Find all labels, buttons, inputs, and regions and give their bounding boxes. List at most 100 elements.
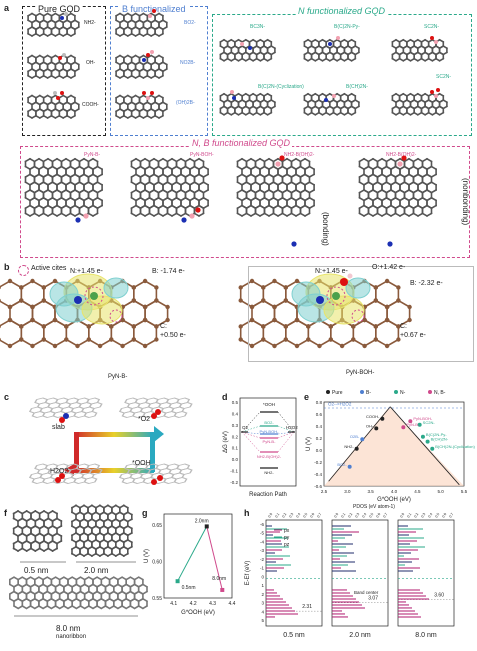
carbon-atom: [148, 160, 151, 163]
carbon-atom: [310, 111, 313, 114]
carbon-atom: [92, 598, 94, 600]
carbon-atom: [325, 111, 328, 114]
data-point: [220, 587, 225, 592]
carbon-atom: [180, 173, 182, 176]
carbon-atom: [420, 107, 423, 110]
carbon-atom: [347, 95, 349, 97]
carbon-atom: [406, 99, 408, 101]
carbon-atom: [339, 95, 342, 97]
carbon-atom: [46, 576, 49, 578]
carbon-atom: [21, 547, 24, 550]
carbon-atom: [408, 199, 410, 202]
carbon-atom: [63, 605, 65, 607]
carbon-atom: [406, 111, 408, 114]
carbon-atom: [90, 532, 93, 534]
trend-line: [177, 526, 208, 582]
carbon-atom: [83, 583, 86, 586]
carbon-atom: [71, 520, 73, 523]
carbon-atom: [446, 101, 448, 104]
carbon-atom: [46, 600, 49, 602]
carbon-atom: [162, 14, 164, 17]
carbon-atom: [328, 324, 333, 329]
b-left-n-charge: N:+1.45 e-: [70, 268, 103, 275]
label-nonbonding: (nonbonding): [461, 178, 470, 226]
carbon-atom: [398, 41, 401, 43]
carbon-atom: [51, 165, 54, 168]
carbon-atom: [46, 21, 49, 24]
carbon-atom: [207, 183, 209, 186]
y-axis-label: E-Ef (eV): [245, 561, 251, 586]
carbon-atom: [71, 586, 73, 588]
carbon-atom: [13, 590, 15, 593]
carbon-atom: [308, 196, 311, 199]
carbon-atom: [102, 520, 105, 523]
panel-label-a: a: [4, 3, 10, 13]
carbon-atom: [54, 108, 57, 110]
carbon-atom: [134, 35, 137, 37]
carbon-atom: [180, 215, 182, 217]
carbon-atom: [100, 598, 103, 600]
carbon-atom: [130, 61, 133, 64]
carbon-atom: [281, 191, 284, 194]
carbon-atom: [175, 191, 178, 194]
carbon-atom: [130, 513, 133, 516]
carbon-atom: [67, 607, 69, 610]
carbon-atom: [230, 51, 233, 54]
carbon-atom: [424, 101, 426, 104]
carbon-atom: [24, 191, 27, 194]
plot-frame: [163, 513, 233, 599]
carbon-atom: [71, 600, 73, 602]
hexagon-ring: [332, 105, 342, 116]
carbon-atom: [306, 337, 311, 342]
carbon-atom: [367, 176, 370, 178]
carbon-atom: [71, 552, 73, 555]
carbon-atom: [412, 176, 415, 178]
n-functionalized-title: N functionalized GQD: [296, 6, 388, 16]
carbon-atom: [394, 181, 397, 184]
carbon-atom: [31, 94, 33, 97]
carbon-atom: [70, 21, 72, 24]
molecule-structure: [24, 157, 103, 223]
carbon-atom: [83, 545, 85, 548]
panel-label-d: d: [222, 392, 228, 402]
hexagon-ring: [385, 204, 397, 217]
carbon-atom: [56, 157, 58, 160]
carbon-atom: [17, 540, 19, 542]
carbon-atom: [25, 598, 28, 600]
carbon-atom: [75, 545, 77, 548]
carbon-atom: [75, 578, 78, 581]
carbon-atom: [358, 160, 361, 163]
carbon-atom: [157, 160, 160, 163]
carbon-atom: [70, 63, 72, 66]
carbon-atom: [110, 534, 113, 537]
carbon-atom: [96, 196, 99, 199]
carbon-atom: [33, 191, 36, 194]
carbon-atom: [290, 165, 293, 168]
hexagon-ring: [281, 204, 293, 217]
carbon-atom: [154, 114, 156, 117]
carbon-atom: [236, 207, 239, 210]
carbon-atom: [245, 181, 248, 184]
adsorbate: [151, 479, 157, 485]
carbon-atom: [270, 95, 273, 97]
carbon-atom: [58, 28, 61, 31]
carbon-atom: [332, 45, 335, 47]
carbon-atom: [77, 108, 80, 110]
carbon-atom: [30, 343, 35, 349]
carbon-atom: [42, 96, 45, 99]
y-tick-label: -3: [260, 548, 264, 553]
carbon-atom: [38, 94, 41, 97]
carbon-atom: [154, 324, 159, 329]
x-tick-label: 0.4: [427, 512, 433, 518]
carbon-atom: [86, 337, 92, 342]
c-o2-label: *O2: [138, 416, 151, 423]
nh2-boh-label: NH2-B(OH)2-: [257, 454, 282, 459]
graphene-lattice: [12, 510, 63, 552]
carbon-atom: [50, 96, 53, 99]
slab-sheet: [118, 397, 193, 418]
hexagon-ring: [398, 105, 408, 116]
carbon-atom: [254, 191, 257, 194]
carbon-atom: [162, 173, 164, 176]
carbon-atom: [254, 160, 257, 163]
carbon-atom: [202, 212, 205, 215]
